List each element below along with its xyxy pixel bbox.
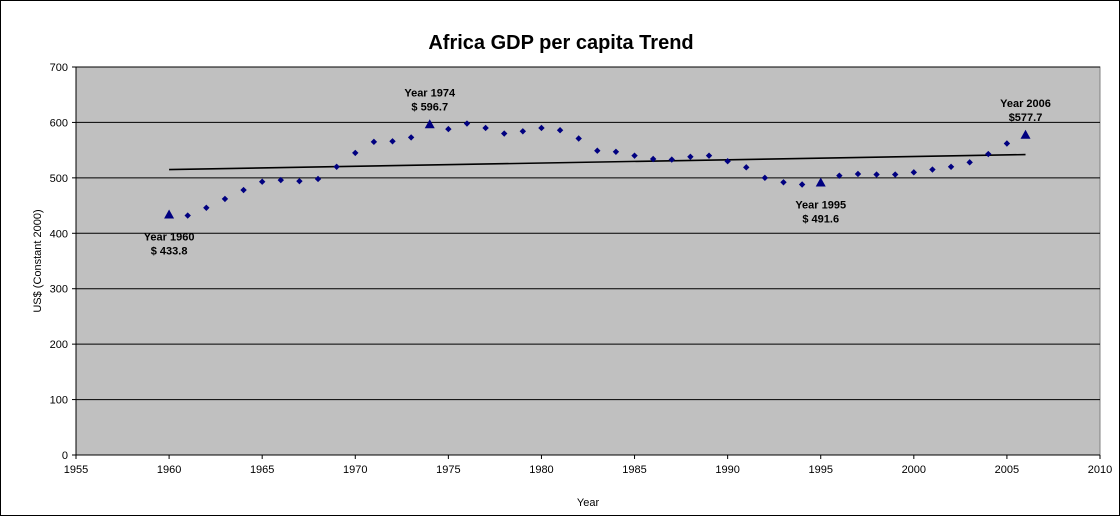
data-point-diamond bbox=[389, 138, 396, 145]
chart-title: Africa GDP per capita Trend bbox=[428, 32, 693, 54]
data-point-diamond bbox=[649, 155, 657, 163]
data-point-diamond bbox=[612, 148, 620, 156]
data-point-diamond bbox=[221, 195, 229, 203]
data-point-diamond bbox=[631, 152, 638, 159]
y-tick-label: 400 bbox=[50, 228, 68, 240]
data-point-diamond bbox=[743, 164, 750, 171]
data-point-diamond bbox=[668, 156, 675, 163]
x-tick-label: 1970 bbox=[343, 464, 367, 476]
x-tick-label: 1965 bbox=[250, 464, 274, 476]
data-point-diamond bbox=[836, 172, 843, 179]
data-point-triangle bbox=[1020, 129, 1031, 139]
x-tick-label: 2000 bbox=[902, 464, 926, 476]
x-tick-label: 2010 bbox=[1088, 464, 1112, 476]
annotation-year: Year 1995 bbox=[795, 200, 846, 212]
data-points bbox=[164, 119, 1031, 219]
data-point-diamond bbox=[296, 177, 303, 185]
y-tick-label: 100 bbox=[50, 395, 68, 407]
data-point-diamond bbox=[687, 153, 694, 160]
annotation-year: Year 2006 bbox=[1000, 98, 1051, 110]
annotation-year: Year 1960 bbox=[144, 232, 195, 244]
trendline-group bbox=[169, 153, 1026, 171]
x-tick-label: 1980 bbox=[529, 464, 553, 476]
data-point-diamond bbox=[370, 138, 378, 146]
y-tick-label: 300 bbox=[50, 284, 68, 296]
data-point-diamond bbox=[333, 163, 340, 170]
data-point-diamond bbox=[538, 124, 545, 132]
annotations: Year 1960 $ 433.8 Year 1974 $ 596.7 Year 199… bbox=[144, 87, 1051, 257]
gridlines bbox=[76, 66, 1100, 401]
annotation-value: $ 596.7 bbox=[411, 101, 448, 113]
data-point-diamond bbox=[314, 175, 322, 183]
data-point-diamond bbox=[501, 130, 508, 137]
x-tick-label: 1985 bbox=[622, 464, 646, 476]
data-point-diamond bbox=[1003, 140, 1011, 147]
data-point-diamond bbox=[463, 120, 471, 127]
plot-area bbox=[75, 66, 1101, 456]
data-point-diamond bbox=[761, 174, 769, 182]
y-tick-label: 600 bbox=[50, 117, 68, 129]
data-point-triangle bbox=[164, 209, 175, 219]
data-point-diamond bbox=[947, 163, 955, 170]
annotation-value: $ 491.6 bbox=[802, 214, 839, 226]
data-point-diamond bbox=[445, 125, 452, 133]
x-tick-label: 1975 bbox=[436, 464, 460, 476]
data-point-triangle bbox=[815, 177, 826, 187]
data-point-diamond bbox=[798, 181, 806, 188]
x-axis-title: Year bbox=[577, 497, 600, 509]
y-tick-label: 0 bbox=[62, 450, 68, 462]
data-point-diamond bbox=[910, 169, 918, 176]
y-tick-label: 500 bbox=[50, 173, 68, 185]
tick-labels: 0 100 200 300 400 500 600 700 1955 1960 1965 1970 19… bbox=[50, 62, 1113, 476]
x-tick-label: 2005 bbox=[995, 464, 1019, 476]
x-tick-label: 1955 bbox=[64, 464, 88, 476]
data-point-diamond bbox=[352, 149, 359, 157]
x-tick-label: 1960 bbox=[157, 464, 181, 476]
data-point-diamond bbox=[854, 170, 862, 178]
trendline bbox=[169, 153, 1026, 171]
x-tick-label: 1995 bbox=[808, 464, 832, 476]
data-point-diamond bbox=[258, 178, 266, 185]
data-point-diamond bbox=[482, 124, 489, 132]
y-axis-title: US$ (Constant 2000) bbox=[32, 209, 44, 312]
data-point-diamond bbox=[184, 212, 191, 219]
data-point-diamond bbox=[240, 186, 247, 194]
x-tick-label: 1990 bbox=[715, 464, 739, 476]
data-point-diamond bbox=[203, 204, 210, 211]
data-point-diamond bbox=[985, 150, 992, 158]
data-point-diamond bbox=[575, 135, 582, 142]
data-point-diamond bbox=[873, 171, 880, 178]
data-point-diamond bbox=[724, 158, 731, 165]
annotation-value: $ 433.8 bbox=[151, 246, 188, 258]
data-point-diamond bbox=[892, 171, 899, 178]
data-point-diamond bbox=[407, 134, 415, 141]
y-tick-label: 700 bbox=[50, 62, 68, 74]
y-tick-label: 200 bbox=[50, 339, 68, 351]
data-point-diamond bbox=[519, 128, 527, 135]
data-point-triangle bbox=[424, 119, 435, 129]
data-point-diamond bbox=[929, 166, 936, 173]
annotation-year: Year 1974 bbox=[404, 87, 456, 99]
data-point-diamond bbox=[705, 152, 713, 159]
annotation-value: $577.7 bbox=[1009, 112, 1043, 124]
data-point-diamond bbox=[780, 179, 787, 186]
data-point-diamond bbox=[966, 159, 973, 166]
data-point-diamond bbox=[277, 176, 284, 184]
data-point-diamond bbox=[594, 147, 601, 154]
